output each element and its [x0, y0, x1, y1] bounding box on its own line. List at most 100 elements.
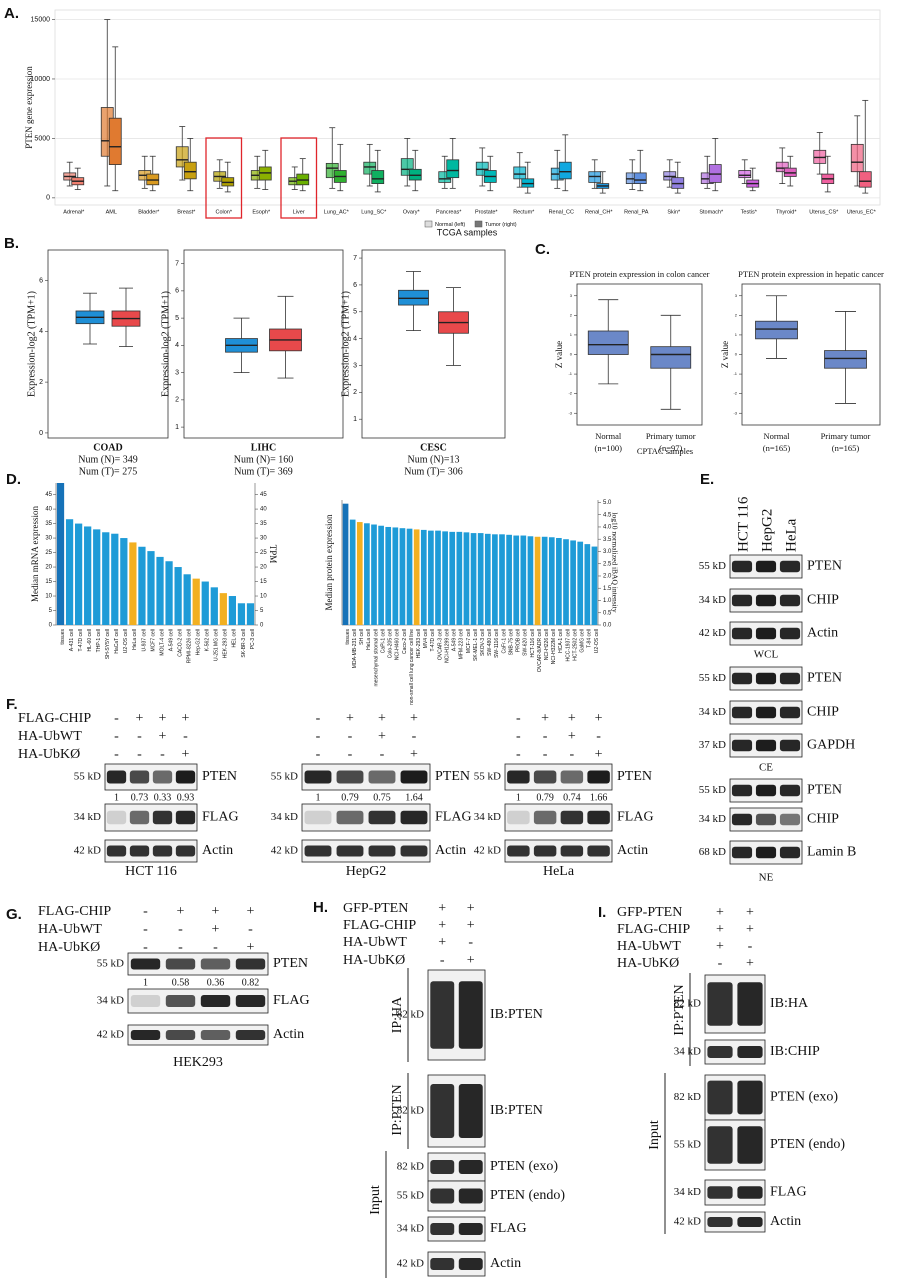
treatment-sign: +	[410, 711, 418, 726]
y2-tick-label: 5	[260, 608, 264, 614]
protein-label: PTEN	[202, 769, 237, 784]
protein-label: PTEN (exo)	[490, 1159, 558, 1174]
band-ratio: 1	[516, 792, 521, 803]
band	[507, 845, 530, 857]
blot-strip	[104, 839, 198, 863]
protein-label: PTEN	[807, 671, 842, 686]
band	[152, 770, 173, 784]
bar	[342, 503, 349, 625]
x-tick-label: SK-MEL-1 cell	[473, 629, 479, 661]
y2-tick-label: 25	[260, 550, 267, 556]
bar	[192, 578, 200, 625]
box	[371, 170, 385, 184]
x-axis-label: CPTAC samples	[637, 446, 693, 456]
y-tick-label: 2	[735, 312, 738, 317]
y2-tick-label: 5.0	[603, 500, 612, 506]
protein-label: IB:CHIP	[770, 1044, 820, 1059]
band	[400, 845, 428, 857]
category-label: AML	[106, 209, 117, 215]
band	[235, 995, 266, 1007]
protein-label: FLAG	[770, 1185, 807, 1200]
x-tick-label: MOLT-4 cell	[159, 629, 165, 656]
x-tick-label: OVCAR-3 cell	[437, 629, 443, 660]
band	[560, 845, 584, 857]
mw-marker: 34 kD	[699, 813, 726, 825]
treatment-sign: +	[467, 918, 475, 933]
band-ratio: 0.93	[177, 792, 195, 803]
band	[336, 810, 364, 825]
band	[779, 813, 801, 826]
y2-tick-label: 30	[260, 536, 267, 542]
lane-label: HeLa	[783, 518, 799, 552]
treatment-sign: -	[137, 729, 142, 744]
treatment-sign: +	[247, 904, 255, 919]
band	[731, 813, 753, 826]
bar	[385, 526, 392, 625]
mw-marker: 34 kD	[699, 594, 726, 606]
bar	[392, 527, 399, 625]
treatment-sign: -	[596, 729, 601, 744]
treatment-sign: +	[136, 711, 144, 726]
lane-label: HCT 116	[735, 496, 751, 552]
y-tick-label: 7	[175, 260, 179, 267]
bar	[541, 536, 548, 625]
band	[737, 1126, 763, 1164]
y-tick-label: 15000	[31, 16, 51, 23]
y-tick-label: 6	[39, 277, 43, 284]
band-ratio: 1	[143, 977, 148, 988]
treatment-sign: +	[467, 953, 475, 968]
band	[737, 1186, 763, 1199]
bar	[129, 542, 137, 625]
band	[731, 627, 753, 640]
band	[130, 958, 161, 970]
treatment-sign: +	[378, 711, 386, 726]
band	[507, 770, 530, 784]
band	[430, 1223, 455, 1235]
protein-label: GAPDH	[807, 738, 855, 753]
mw-marker: 55 kD	[397, 1190, 424, 1202]
category-label: Esoph*	[252, 209, 271, 215]
band	[368, 770, 396, 784]
treatment-label: HA-UbWT	[18, 729, 82, 744]
chart-title: PTEN protein expression in colon cancer	[570, 269, 710, 279]
treatment-label: FLAG-CHIP	[617, 922, 690, 937]
treatment-sign: -	[213, 940, 218, 955]
band	[507, 810, 530, 825]
protein-label: CHIP	[807, 812, 839, 827]
x-tick-label: CaFr-1 cell	[501, 629, 507, 653]
bar	[442, 531, 448, 625]
band	[430, 1258, 455, 1270]
y2-tick-label: 15	[260, 579, 267, 585]
x-tick-label: NCI-H322M cell	[551, 629, 557, 664]
box	[850, 143, 864, 173]
treatment-sign: +	[541, 711, 549, 726]
y-tick-label: 0	[39, 430, 43, 437]
band	[731, 784, 753, 797]
x-tick-label: THP-1 cell	[96, 629, 102, 652]
x-tick-label: NCI-H1299 cell	[444, 629, 450, 663]
y-tick-label: 5	[175, 315, 179, 322]
treatment-sign: -	[248, 922, 253, 937]
treatment-sign: -	[412, 729, 417, 744]
band	[458, 1258, 483, 1270]
x-tick-label: CACO-2 cell	[177, 629, 183, 657]
y-tick-label: 4	[353, 335, 357, 342]
band	[731, 594, 753, 607]
band	[430, 1160, 455, 1174]
y2-tick-label: 3.5	[603, 537, 612, 543]
plot-frame	[47, 249, 169, 439]
x-tick-label: NCI-H226 cell	[544, 629, 550, 660]
treatment-sign: -	[380, 747, 385, 762]
treatment-sign: +	[746, 905, 754, 920]
mw-marker: 42 kD	[271, 845, 298, 857]
band	[458, 1160, 483, 1174]
chart-label: COAD	[93, 442, 122, 453]
x-tick-label: HL-60 cell	[87, 629, 93, 652]
x-tick-label: PROB cell	[516, 629, 522, 652]
mw-marker: 82 kD	[674, 998, 701, 1010]
category-label: Stomach*	[699, 209, 724, 215]
bar	[492, 534, 498, 625]
y-tick-label: 30	[45, 536, 52, 542]
y-axis-label: Median mRNA expression	[30, 506, 40, 602]
